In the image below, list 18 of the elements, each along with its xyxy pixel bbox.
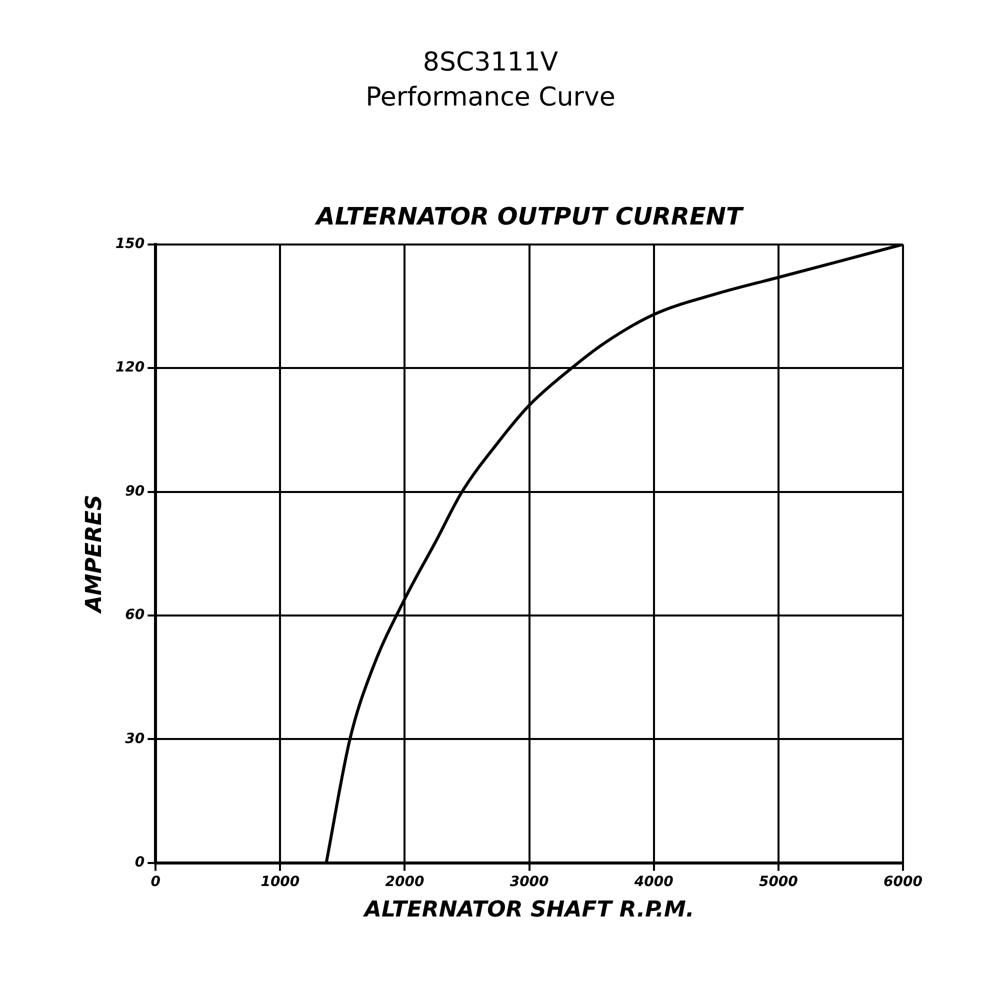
- y-tick-label: 90: [125, 483, 145, 500]
- x-axis-title: ALTERNATOR SHAFT R.P.M.: [362, 898, 694, 923]
- y-tick-label: 150: [115, 236, 145, 252]
- y-tick-label: 30: [125, 730, 145, 747]
- chart-title: 8SC3111V: [422, 47, 558, 78]
- y-tick-label: 120: [115, 360, 145, 376]
- x-tick-label: 0: [150, 874, 161, 890]
- x-tick-label: 2000: [385, 874, 424, 890]
- y-tick-label: 0: [134, 854, 145, 870]
- chart-subtitle: Performance Curve: [366, 82, 616, 113]
- x-tick-label: 6000: [884, 874, 923, 890]
- text: ALTERNATOR OUTPUT CURRENT: [314, 202, 744, 231]
- y-axis-title: AMPERES: [82, 494, 107, 615]
- x-tick-label: 4000: [633, 874, 674, 890]
- x-tick-label: 1000: [260, 874, 300, 890]
- y-tick-label: 60: [125, 607, 145, 624]
- x-tick-label: 3000: [510, 874, 550, 890]
- x-tick-label: 5000: [758, 874, 798, 890]
